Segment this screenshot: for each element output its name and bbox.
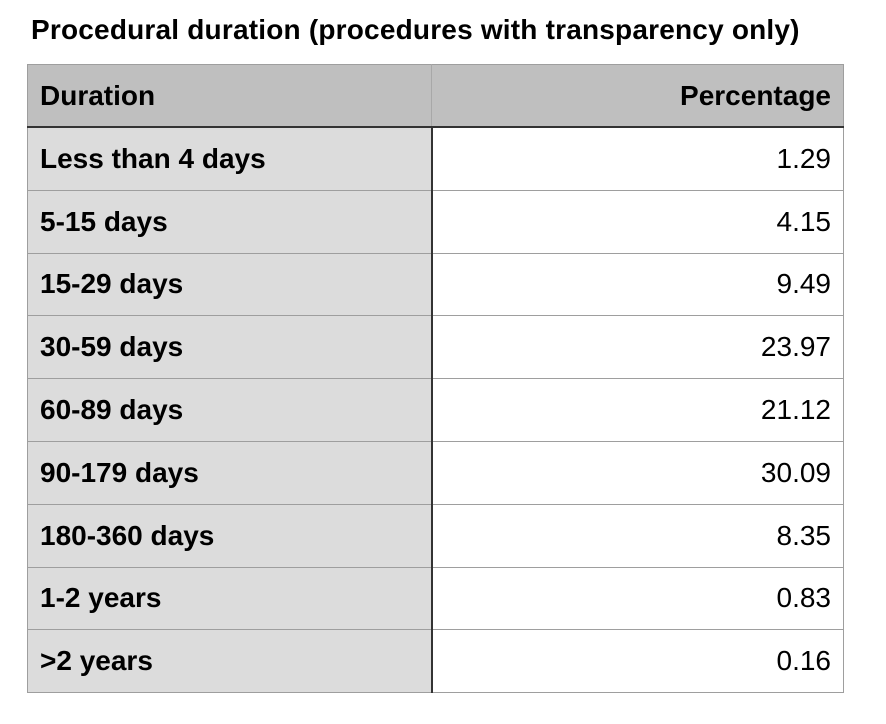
duration-cell: 5-15 days (27, 189, 433, 254)
table-row: >2 years 0.16 (27, 629, 844, 694)
percentage-cell: 1.29 (431, 127, 844, 191)
table-row: 30-59 days 23.97 (27, 315, 844, 379)
table-row: 1-2 years 0.83 (27, 566, 844, 630)
percentage-cell: 9.49 (431, 252, 844, 316)
duration-cell: 30-59 days (27, 315, 433, 379)
duration-cell: 60-89 days (27, 378, 433, 442)
header-row: Duration Percentage (27, 64, 844, 128)
duration-cell: 90-179 days (27, 440, 433, 505)
duration-cell: 180-360 days (27, 503, 433, 568)
table-row: 90-179 days 30.09 (27, 440, 844, 505)
table-row: 180-360 days 8.35 (27, 503, 844, 568)
table-row: 60-89 days 21.12 (27, 378, 844, 442)
duration-cell: >2 years (27, 629, 433, 694)
percentage-cell: 4.15 (431, 189, 844, 254)
column-header-duration: Duration (27, 64, 432, 128)
percentage-cell: 30.09 (431, 440, 844, 505)
duration-cell: Less than 4 days (27, 127, 433, 191)
percentage-cell: 23.97 (431, 315, 844, 379)
duration-cell: 15-29 days (27, 252, 433, 316)
table-row: 15-29 days 9.49 (27, 252, 844, 316)
percentage-cell: 8.35 (431, 503, 844, 568)
percentage-cell: 21.12 (431, 378, 844, 442)
data-table: Duration Percentage Less than 4 days 1.2… (27, 64, 844, 694)
duration-cell: 1-2 years (27, 566, 433, 630)
table-row: 5-15 days 4.15 (27, 189, 844, 254)
percentage-cell: 0.83 (431, 566, 844, 630)
column-header-percentage: Percentage (431, 64, 844, 128)
percentage-cell: 0.16 (431, 629, 844, 694)
page-title: Procedural duration (procedures with tra… (31, 14, 800, 45)
table-row: Less than 4 days 1.29 (27, 127, 844, 191)
